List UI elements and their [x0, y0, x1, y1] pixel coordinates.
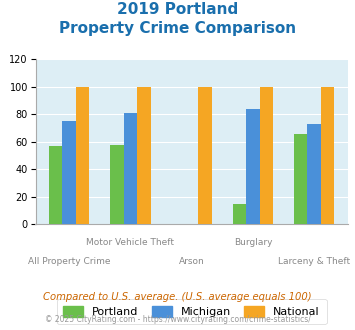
Bar [76, 87, 89, 224]
Bar [307, 124, 321, 224]
Text: © 2025 CityRating.com - https://www.cityrating.com/crime-statistics/: © 2025 CityRating.com - https://www.city… [45, 315, 310, 324]
Text: Compared to U.S. average. (U.S. average equals 100): Compared to U.S. average. (U.S. average … [43, 292, 312, 302]
Bar [321, 87, 334, 224]
Text: Motor Vehicle Theft: Motor Vehicle Theft [87, 238, 174, 247]
Text: Larceny & Theft: Larceny & Theft [278, 257, 350, 266]
Bar [246, 109, 260, 224]
Bar [233, 204, 246, 224]
Bar [124, 113, 137, 224]
Text: Burglary: Burglary [234, 238, 272, 247]
Bar [62, 121, 76, 224]
Text: Arson: Arson [179, 257, 204, 266]
Bar [49, 146, 62, 224]
Text: 2019 Portland: 2019 Portland [117, 2, 238, 16]
Text: All Property Crime: All Property Crime [28, 257, 110, 266]
Bar [137, 87, 151, 224]
Text: Property Crime Comparison: Property Crime Comparison [59, 21, 296, 36]
Bar [110, 145, 124, 224]
Bar [260, 87, 273, 224]
Bar [294, 134, 307, 224]
Legend: Portland, Michigan, National: Portland, Michigan, National [57, 299, 327, 324]
Bar [198, 87, 212, 224]
